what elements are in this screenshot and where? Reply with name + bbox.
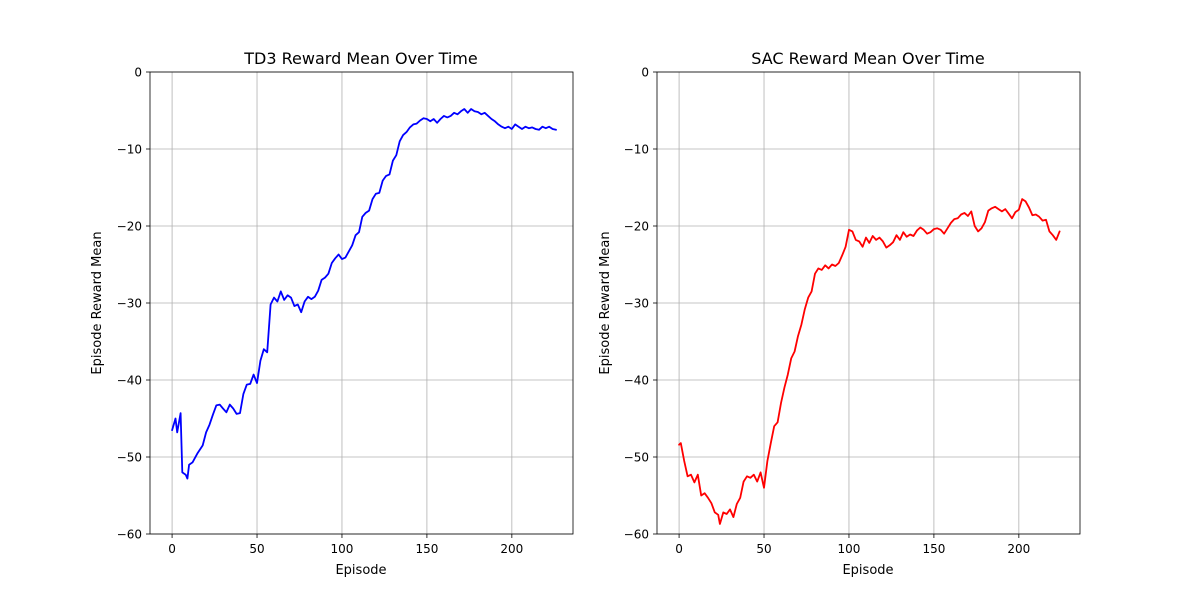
td3-y-tick-label: −50 bbox=[117, 451, 142, 465]
td3-reward-line bbox=[171, 108, 557, 480]
sac-y-tick-label: −10 bbox=[624, 143, 649, 157]
sac-x-tick-label: 200 bbox=[1007, 542, 1030, 556]
sac-x-tick-label: 100 bbox=[838, 542, 861, 556]
sac-x-axis-label: Episode bbox=[842, 563, 893, 578]
td3-x-tick-label: 100 bbox=[331, 542, 354, 556]
td3-y-tick-label: −30 bbox=[117, 297, 142, 311]
sac-chart: SAC Reward Mean Over Time Episode Episod… bbox=[598, 49, 1081, 578]
sac-y-tick-label: −40 bbox=[624, 374, 649, 388]
td3-x-tick-label: 150 bbox=[415, 542, 438, 556]
sac-y-tick-label: −50 bbox=[624, 451, 649, 465]
td3-x-tick-label: 0 bbox=[168, 542, 176, 556]
sac-y-tick-label: −60 bbox=[624, 528, 649, 542]
sac-x-tick-label: 0 bbox=[675, 542, 683, 556]
td3-y-tick-label: −10 bbox=[117, 143, 142, 157]
td3-y-tick-label: −40 bbox=[117, 374, 142, 388]
sac-y-axis-label: Episode Reward Mean bbox=[598, 231, 613, 374]
td3-chart-title: TD3 Reward Mean Over Time bbox=[243, 49, 477, 68]
sac-y-tick-label: −30 bbox=[624, 297, 649, 311]
td3-x-axis-label: Episode bbox=[335, 563, 386, 578]
td3-x-tick-label: 200 bbox=[500, 542, 523, 556]
sac-x-tick-label: 50 bbox=[756, 542, 771, 556]
td3-y-axis-label: Episode Reward Mean bbox=[90, 231, 105, 374]
sac-reward-line bbox=[678, 198, 1061, 525]
sac-y-tick-label: −20 bbox=[624, 220, 649, 234]
td3-chart: TD3 Reward Mean Over Time Episode Episod… bbox=[90, 49, 574, 578]
sac-x-tick-label: 150 bbox=[922, 542, 945, 556]
sac-chart-title: SAC Reward Mean Over Time bbox=[751, 49, 984, 68]
sac-plot-frame bbox=[656, 71, 1081, 535]
td3-y-tick-label: 0 bbox=[134, 66, 142, 80]
sac-y-tick-label: 0 bbox=[641, 66, 649, 80]
td3-y-tick-label: −60 bbox=[117, 528, 142, 542]
td3-y-tick-label: −20 bbox=[117, 220, 142, 234]
td3-plot-frame bbox=[149, 71, 574, 535]
td3-x-tick-label: 50 bbox=[249, 542, 264, 556]
